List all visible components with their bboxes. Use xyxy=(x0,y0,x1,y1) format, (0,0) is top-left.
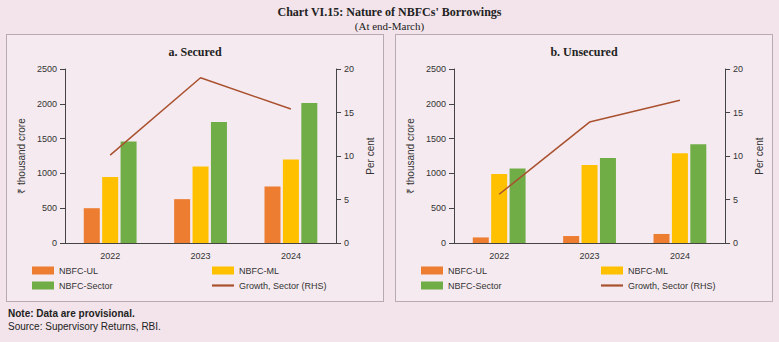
svg-text:2022: 2022 xyxy=(489,251,509,261)
svg-text:0: 0 xyxy=(52,238,57,248)
svg-text:2024: 2024 xyxy=(670,251,690,261)
svg-text:5: 5 xyxy=(733,195,738,205)
svg-text:Growth, Sector (RHS): Growth, Sector (RHS) xyxy=(239,281,327,291)
svg-text:1000: 1000 xyxy=(426,168,446,178)
svg-text:₹ thousand crore: ₹ thousand crore xyxy=(16,118,27,194)
svg-text:500: 500 xyxy=(431,203,446,213)
svg-text:a. Secured: a. Secured xyxy=(168,45,221,59)
html-text:(At end-March): (At end-March) xyxy=(354,20,425,32)
svg-text:1500: 1500 xyxy=(37,134,57,144)
svg-text:2023: 2023 xyxy=(580,251,600,261)
svg-text:NBFC-Sector: NBFC-Sector xyxy=(59,281,113,291)
svg-text:1500: 1500 xyxy=(426,134,446,144)
svg-text:NBFC-UL: NBFC-UL xyxy=(59,266,98,276)
svg-text:10: 10 xyxy=(344,151,354,161)
html-text:Chart VI.15: Nature of NBFCs': Chart VI.15: Nature of NBFCs' Borrowings xyxy=(277,5,502,19)
svg-text:b. Unsecured: b. Unsecured xyxy=(550,45,617,59)
svg-text:NBFC-ML: NBFC-ML xyxy=(628,266,668,276)
svg-text:2500: 2500 xyxy=(37,64,57,74)
svg-text:15: 15 xyxy=(344,108,354,118)
svg-text:15: 15 xyxy=(733,108,743,118)
svg-text:0: 0 xyxy=(733,238,738,248)
svg-text:2500: 2500 xyxy=(426,64,446,74)
html-text:Note: Data are provisional.: Note: Data are provisional. xyxy=(8,308,135,319)
svg-text:500: 500 xyxy=(42,203,57,213)
svg-text:5: 5 xyxy=(344,195,349,205)
svg-text:0: 0 xyxy=(344,238,349,248)
svg-text:10: 10 xyxy=(733,151,743,161)
svg-text:1000: 1000 xyxy=(37,168,57,178)
svg-text:Growth, Sector (RHS): Growth, Sector (RHS) xyxy=(628,281,716,291)
svg-text:Per cent: Per cent xyxy=(365,137,376,174)
html-text:Source: Supervisory Returns, R: Source: Supervisory Returns, RBI. xyxy=(8,321,161,332)
svg-text:NBFC-ML: NBFC-ML xyxy=(239,266,279,276)
svg-text:2022: 2022 xyxy=(100,251,120,261)
svg-text:0: 0 xyxy=(441,238,446,248)
svg-text:2000: 2000 xyxy=(426,99,446,109)
svg-text:20: 20 xyxy=(733,64,743,74)
svg-text:2000: 2000 xyxy=(37,99,57,109)
svg-text:NBFC-UL: NBFC-UL xyxy=(448,266,487,276)
svg-text:NBFC-Sector: NBFC-Sector xyxy=(448,281,502,291)
svg-text:20: 20 xyxy=(344,64,354,74)
svg-text:₹ thousand crore: ₹ thousand crore xyxy=(405,118,416,194)
svg-text:2023: 2023 xyxy=(191,251,211,261)
svg-text:2024: 2024 xyxy=(281,251,301,261)
svg-text:Per cent: Per cent xyxy=(754,137,765,174)
